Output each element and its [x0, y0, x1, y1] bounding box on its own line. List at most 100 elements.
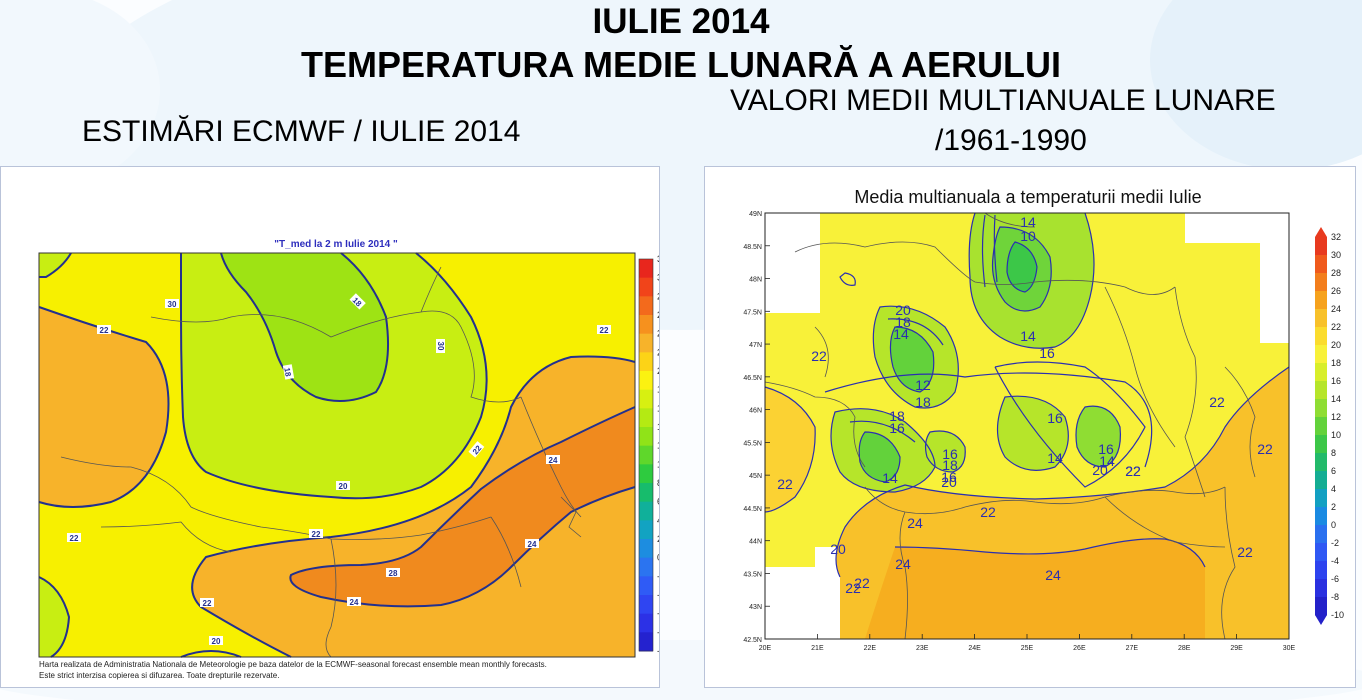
contour-label: 24 — [350, 598, 359, 607]
left-map-caption: ESTIMĂRI ECMWF / IULIE 2014 — [82, 115, 521, 148]
colorbar-frame — [638, 258, 654, 652]
colorbar-swatch — [639, 315, 653, 335]
lon-label: 27E — [1126, 645, 1139, 652]
contour-label: 24 — [549, 456, 558, 465]
left-map-footer-line2: Este strict interzisa copierea si difuza… — [39, 671, 280, 680]
colorbar-swatch — [1315, 561, 1327, 580]
colorbar-swatch — [639, 296, 653, 316]
lon-label: 24E — [968, 645, 981, 652]
colorbar-swatch — [639, 520, 653, 540]
contour-label: 22 — [1257, 441, 1273, 457]
colorbar-label: -2 — [1331, 538, 1339, 548]
contour-label: 20 — [1092, 462, 1108, 478]
contour-label: 18 — [942, 457, 958, 473]
lat-label: 47.5N — [743, 309, 762, 316]
colorbar-label: 10 — [1331, 430, 1341, 440]
colorbar-swatch — [1315, 237, 1327, 256]
contour-label: 20 — [895, 302, 911, 318]
contour-label: 22 — [1237, 544, 1253, 560]
lat-label: 46.5N — [743, 375, 762, 382]
colorbar-label: 4 — [1331, 484, 1336, 494]
map-field-22-24-west — [39, 307, 169, 507]
colorbar-swatch — [639, 445, 653, 465]
colorbar-swatch — [639, 352, 653, 372]
colorbar-swatch — [1315, 273, 1327, 292]
colorbar-swatch — [1315, 381, 1327, 400]
lat-label: 45N — [749, 473, 762, 480]
lon-label: 22E — [864, 645, 877, 652]
colorbar-label: 6 — [657, 497, 659, 507]
map-field-22-24-west — [765, 387, 816, 512]
map-field-sw — [39, 577, 69, 657]
contour-label: 18 — [889, 408, 905, 424]
colorbar-label: -2 — [657, 571, 659, 581]
colorbar-swatch — [639, 595, 653, 615]
ecmwf-estimate-map-panel: "T_med la 2 m Iulie 2014 " — [0, 166, 670, 688]
contour-label: 20 — [941, 474, 957, 490]
colorbar-label: 22 — [1331, 322, 1341, 332]
isotherm-lines — [764, 212, 1290, 578]
colorbar-swatch — [1315, 453, 1327, 472]
lon-label: 25E — [1021, 645, 1034, 652]
colorbar-swatch — [1315, 471, 1327, 490]
contour-label: 14 — [1020, 214, 1036, 230]
lat-label: 46N — [749, 408, 762, 415]
contour-label: 12 — [915, 377, 931, 393]
contour-label: 20 — [212, 637, 221, 646]
colorbar-label: 28 — [657, 291, 659, 301]
colorbar-label: 0 — [1331, 520, 1336, 530]
contour-label: 14 — [893, 326, 909, 342]
colorbar-label: -6 — [1331, 574, 1339, 584]
contour-label: 22 — [70, 534, 79, 543]
right-map-caption: VALORI MEDII MULTIANUALE LUNARE — [730, 84, 1276, 117]
map-field-24-26 — [865, 538, 1205, 639]
colorbar-label: 26 — [1331, 286, 1341, 296]
colorbar-label: 28 — [1331, 268, 1341, 278]
contour-label: 20 — [339, 482, 348, 491]
colorbar-swatch — [1315, 417, 1327, 436]
lat-label: 45.5N — [743, 440, 762, 447]
contour-label: 14 — [1020, 328, 1036, 344]
contour-label: 18 — [895, 314, 911, 330]
lon-label: 29E — [1230, 645, 1243, 652]
contour-label: 16 — [1039, 345, 1055, 361]
left-map-frame — [38, 252, 636, 658]
lat-label: 43N — [749, 604, 762, 611]
colorbar-label: 20 — [1331, 340, 1341, 350]
no-data-area — [1185, 213, 1289, 243]
colorbar-swatch — [1315, 363, 1327, 382]
colorbar-swatch — [639, 483, 653, 503]
colorbar-label: 16 — [1331, 376, 1341, 386]
colorbar-swatch — [639, 408, 653, 428]
colorbar-swatch — [1315, 579, 1327, 598]
no-data-area — [765, 567, 840, 639]
contour-label: 30 — [436, 342, 445, 351]
lat-label: 47N — [749, 342, 762, 349]
colorbar-label: 8 — [1331, 448, 1336, 458]
lon-label: 30E — [1283, 645, 1296, 652]
lat-label: 44.5N — [743, 506, 762, 513]
colorbar-label: 14 — [657, 422, 659, 432]
colorbar-label: 12 — [1331, 412, 1341, 422]
colorbar-label: 2 — [657, 534, 659, 544]
contour-label: 24 — [895, 556, 911, 572]
map-field-16-18-south — [925, 431, 966, 472]
colorbar-label: 0 — [657, 553, 659, 563]
lon-label: 20E — [759, 645, 772, 652]
colorbar-swatch — [639, 632, 653, 652]
colorbar-swatch — [639, 371, 653, 391]
contour-label: 22 — [1125, 463, 1141, 479]
ecmwf-temperature-map: "T_med la 2 m Iulie 2014 " — [38, 239, 670, 658]
colorbar-label: -10 — [1331, 610, 1344, 620]
right-map-caption-period: /1961-1990 — [935, 124, 1087, 157]
lon-label: 26E — [1073, 645, 1086, 652]
right-map-title: Media multianuala a temperaturii medii I… — [854, 187, 1201, 207]
left-map-footer-line1: Harta realizata de Administratia Nationa… — [39, 660, 547, 669]
colorbar-label: -4 — [1331, 556, 1339, 566]
contour-label: 16 — [942, 446, 958, 462]
contour-label: 22 — [1209, 394, 1225, 410]
contour-label: 24 — [907, 515, 923, 531]
contour-label: 22 — [312, 530, 321, 539]
isotherm-lines — [38, 252, 636, 658]
